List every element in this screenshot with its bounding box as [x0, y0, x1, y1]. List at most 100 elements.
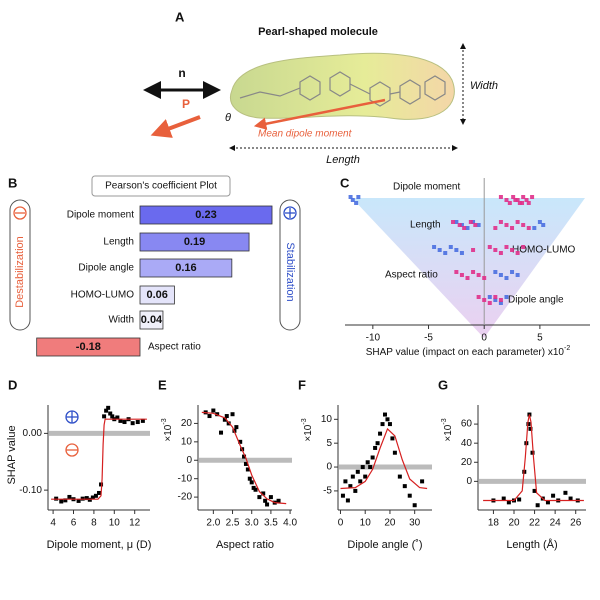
shap-point	[504, 223, 509, 227]
shap-point	[462, 226, 467, 230]
point	[99, 482, 104, 487]
point	[110, 414, 115, 419]
point	[219, 430, 224, 435]
category-label: Dipole angle	[78, 263, 134, 274]
point	[63, 498, 68, 503]
dipole-arrow	[253, 98, 386, 130]
category-label: Length	[103, 237, 134, 248]
panel-label: C	[340, 175, 350, 190]
bar-value-label: 0.19	[184, 236, 205, 248]
point	[102, 414, 107, 419]
shap-point	[498, 195, 503, 199]
point	[412, 503, 417, 508]
shap-point	[437, 248, 442, 252]
shap-point	[498, 251, 503, 255]
shap-point	[487, 301, 492, 305]
shap-point	[487, 295, 492, 299]
x-tick-label: 10	[109, 518, 121, 529]
point	[407, 493, 412, 498]
y-tick-label: 10	[321, 414, 333, 425]
x-axis-label-text: SHAP value (impact on each parameter) x1…	[366, 347, 565, 358]
shap-point	[451, 220, 456, 224]
bar-value-label: 0.06	[147, 289, 168, 301]
y-tick-label: 60	[461, 419, 473, 430]
p-arrow	[150, 115, 201, 138]
point	[222, 417, 227, 422]
bar	[139, 285, 175, 305]
point	[385, 417, 390, 422]
y-axis-label-text: ×10	[163, 424, 174, 441]
shap-point	[471, 248, 476, 252]
y-axis-label-exponent: -3	[441, 418, 448, 424]
point	[97, 490, 101, 495]
bar-value-label: -0.18	[76, 341, 101, 353]
point	[532, 488, 537, 493]
point	[390, 436, 395, 441]
y-tick-label: 20	[461, 457, 473, 468]
point	[253, 487, 258, 492]
theta-label: θ	[225, 112, 231, 124]
shap-point	[454, 248, 459, 252]
point	[528, 426, 533, 431]
point	[115, 415, 120, 420]
y-axis-label-text: ×10	[303, 424, 314, 441]
shap-point	[526, 201, 531, 205]
shap-point	[521, 245, 526, 249]
plus-symbol	[283, 206, 297, 220]
minus-symbol	[13, 206, 27, 220]
fit-line	[483, 414, 584, 502]
point	[517, 497, 522, 502]
point	[265, 502, 270, 507]
molecule-title: Pearl-shaped molecule	[258, 26, 378, 38]
panel-label: D	[8, 377, 17, 392]
x-axis-label: SHAP value (impact on each parameter) x1…	[366, 345, 571, 358]
bar	[139, 310, 164, 330]
y-tick-label: 10	[181, 436, 193, 447]
shap-point	[507, 201, 512, 205]
shap-point	[432, 245, 437, 249]
point	[243, 461, 248, 466]
x-tick-label: 5	[537, 333, 543, 344]
x-axis-label: Aspect ratio	[216, 539, 274, 551]
bar-value-label: 0.04	[141, 314, 163, 326]
row-label: Dipole angle	[508, 295, 564, 306]
y-axis-label-exponent: -3	[301, 418, 308, 424]
side-label: Destabilization	[14, 236, 26, 308]
y-tick-label: -5	[323, 486, 332, 497]
shap-point	[482, 298, 487, 302]
point	[355, 469, 360, 474]
y-tick-label: 40	[461, 438, 473, 449]
row-label: Aspect ratio	[385, 270, 438, 281]
right-pill	[279, 199, 301, 331]
point	[343, 479, 348, 484]
x-tick-label: 12	[129, 518, 141, 529]
point	[59, 499, 64, 504]
point	[380, 422, 385, 427]
shap-point	[511, 195, 516, 199]
bar-value-label: 0.16	[175, 262, 196, 274]
row-label: Dipole moment	[393, 182, 460, 193]
point	[365, 460, 370, 465]
shap-point	[493, 295, 498, 299]
point	[551, 493, 556, 498]
category-label: Dipole moment	[67, 210, 134, 221]
shap-point	[348, 195, 353, 199]
y-tick-label: 0	[466, 476, 472, 487]
y-tick-label: -20	[178, 492, 193, 503]
x-tick-label: 0	[481, 333, 487, 344]
point	[67, 494, 72, 499]
row-label: Length	[410, 220, 441, 231]
shap-point	[454, 220, 459, 224]
shap-point	[521, 223, 526, 227]
minus-symbol	[65, 443, 79, 457]
y-tick-label: 0.00	[23, 428, 43, 439]
point	[358, 479, 363, 484]
point	[348, 484, 353, 489]
point	[245, 467, 250, 472]
shap-point	[541, 223, 546, 227]
point	[118, 418, 123, 423]
point	[90, 495, 95, 500]
dipole-label: Mean dipole moment	[258, 129, 353, 140]
point	[363, 474, 368, 479]
